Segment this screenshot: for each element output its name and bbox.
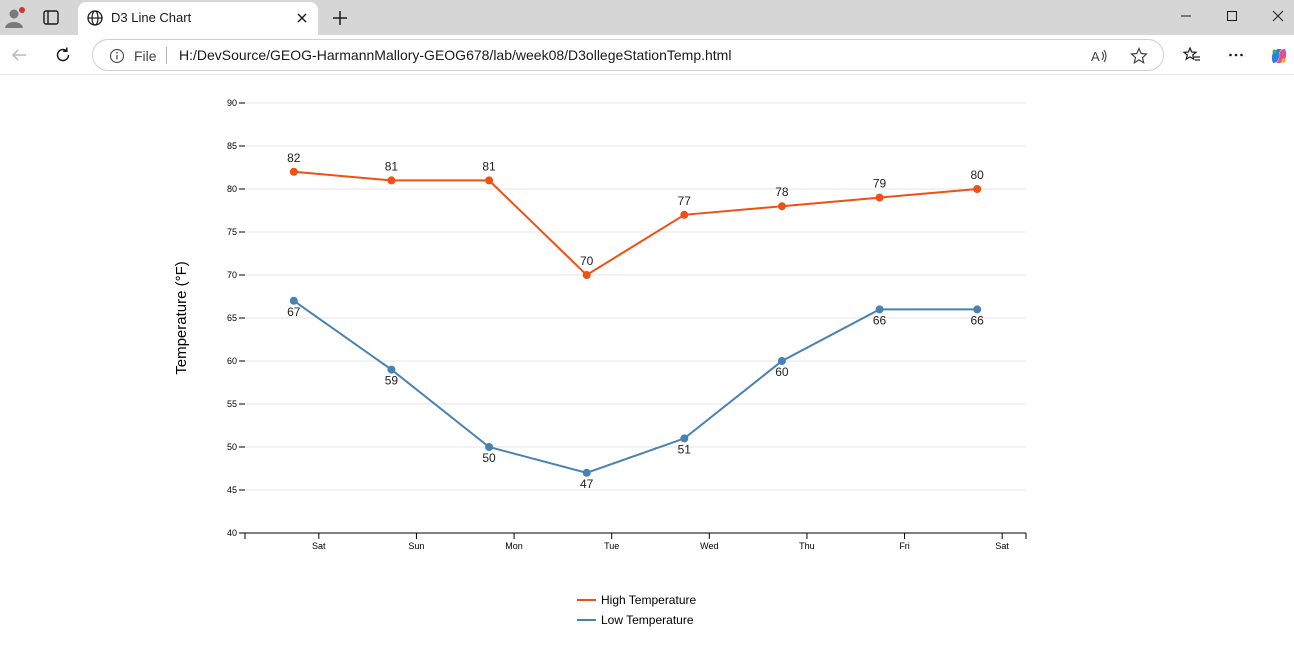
data-label: 47 bbox=[580, 477, 594, 491]
data-label: 81 bbox=[482, 159, 496, 173]
x-tick-label: Sun bbox=[408, 541, 424, 551]
data-point bbox=[387, 365, 396, 374]
back-arrow-icon[interactable] bbox=[4, 40, 34, 70]
info-icon[interactable] bbox=[109, 48, 125, 64]
data-point bbox=[485, 443, 494, 451]
x-tick-label: Sat bbox=[995, 541, 1009, 551]
x-tick-label: Sat bbox=[312, 541, 326, 551]
data-label: 81 bbox=[385, 159, 399, 173]
x-tick-label: Mon bbox=[505, 541, 523, 551]
y-tick-label: 45 bbox=[227, 485, 237, 495]
read-aloud-icon[interactable]: A bbox=[1089, 46, 1109, 66]
data-point bbox=[680, 210, 689, 219]
y-tick-label: 75 bbox=[227, 227, 237, 237]
legend-label: High Temperature bbox=[601, 593, 696, 607]
y-tick-label: 80 bbox=[227, 184, 237, 194]
y-tick-label: 50 bbox=[227, 442, 237, 452]
data-label: 66 bbox=[971, 313, 985, 327]
close-window-icon[interactable] bbox=[1255, 0, 1294, 32]
more-icon[interactable] bbox=[1221, 40, 1251, 70]
data-label: 77 bbox=[678, 194, 692, 208]
data-point bbox=[973, 305, 982, 314]
data-point bbox=[875, 305, 884, 314]
data-point bbox=[875, 193, 884, 202]
favorites-icon[interactable] bbox=[1177, 40, 1207, 70]
data-label: 79 bbox=[873, 177, 887, 191]
y-tick-label: 90 bbox=[227, 98, 237, 108]
y-tick-label: 60 bbox=[227, 356, 237, 366]
chart-area: 40 45 50 55 60 65 70 75 80 85 90 Sat Sun Mon Tue Wed Thu… bbox=[0, 76, 1294, 649]
data-point bbox=[680, 434, 689, 443]
y-tick-label: 40 bbox=[227, 528, 237, 538]
address-divider bbox=[166, 47, 167, 64]
y-tick-label: 55 bbox=[227, 399, 237, 409]
data-label: 78 bbox=[775, 185, 789, 199]
y-tick-label: 70 bbox=[227, 270, 237, 280]
data-label: 70 bbox=[580, 254, 594, 268]
title-bar: D3 Line Chart bbox=[0, 0, 1294, 35]
x-tick-label: Wed bbox=[700, 541, 718, 551]
y-tick-label: 85 bbox=[227, 141, 237, 151]
profile-icon[interactable] bbox=[2, 5, 28, 31]
x-tick-label: Fri bbox=[899, 541, 910, 551]
active-tab[interactable]: D3 Line Chart bbox=[78, 2, 318, 35]
address-bar[interactable]: File H:/DevSource/GEOG-HarmannMallory-GE… bbox=[92, 39, 1164, 71]
minimize-icon[interactable] bbox=[1163, 0, 1209, 32]
data-point bbox=[485, 176, 494, 185]
data-point bbox=[289, 296, 298, 305]
data-point bbox=[582, 468, 591, 477]
data-label: 59 bbox=[385, 374, 399, 388]
legend-label: Low Temperature bbox=[601, 613, 694, 627]
data-label: 82 bbox=[287, 151, 301, 165]
close-icon[interactable] bbox=[292, 8, 312, 28]
y-tick-label: 65 bbox=[227, 313, 237, 323]
favorite-star-icon[interactable] bbox=[1129, 46, 1149, 66]
data-point bbox=[387, 176, 396, 185]
data-label: 67 bbox=[287, 305, 301, 319]
plus-icon[interactable] bbox=[328, 6, 352, 30]
svg-text:A: A bbox=[1091, 49, 1100, 64]
line-chart: 40 45 50 55 60 65 70 75 80 85 90 Sat Sun Mon Tue Wed Thu… bbox=[173, 98, 1027, 627]
data-label: 51 bbox=[678, 442, 692, 456]
data-point bbox=[973, 185, 982, 193]
tab-actions-icon[interactable] bbox=[36, 4, 66, 32]
y-axis-label: Temperature (°F) bbox=[173, 261, 190, 375]
data-label: 60 bbox=[775, 365, 789, 379]
data-point bbox=[777, 357, 786, 365]
series-line bbox=[293, 299, 978, 474]
tab-title: D3 Line Chart bbox=[111, 10, 192, 25]
site-label: File bbox=[134, 48, 157, 64]
refresh-icon[interactable] bbox=[48, 40, 78, 70]
data-label: 50 bbox=[482, 451, 496, 465]
data-label: 80 bbox=[971, 168, 985, 182]
data-point bbox=[582, 271, 591, 279]
maximize-icon[interactable] bbox=[1209, 0, 1255, 32]
x-tick-label: Thu bbox=[799, 541, 815, 551]
url-text[interactable]: H:/DevSource/GEOG-HarmannMallory-GEOG678… bbox=[179, 47, 732, 63]
data-label: 66 bbox=[873, 313, 887, 327]
globe-icon bbox=[86, 9, 104, 27]
series-line bbox=[293, 170, 978, 277]
data-point bbox=[289, 167, 298, 176]
copilot-icon[interactable] bbox=[1263, 40, 1293, 70]
browser-toolbar: File H:/DevSource/GEOG-HarmannMallory-GE… bbox=[0, 35, 1294, 75]
x-tick-label: Tue bbox=[604, 541, 619, 551]
data-point bbox=[777, 202, 786, 211]
